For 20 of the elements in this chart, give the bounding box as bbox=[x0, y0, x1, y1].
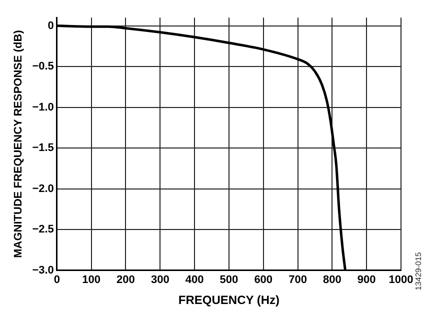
y-tick-label: −1.0 bbox=[32, 101, 54, 114]
x-tick-label: 800 bbox=[323, 274, 342, 286]
y-tick-label: −0.5 bbox=[32, 60, 54, 73]
x-tick-label: 300 bbox=[150, 274, 170, 286]
x-tick-label: 500 bbox=[220, 274, 238, 286]
x-tick-label: 700 bbox=[288, 274, 307, 286]
x-axis-title: FREQUENCY (Hz) bbox=[178, 293, 280, 308]
x-tick-label: 400 bbox=[185, 274, 204, 286]
y-tick-label: −2.5 bbox=[32, 224, 54, 236]
y-tick-label: 0 bbox=[48, 20, 54, 32]
x-tick-label: 900 bbox=[357, 274, 376, 286]
x-tick-label: 600 bbox=[254, 274, 273, 286]
y-tick-label: −2.0 bbox=[32, 182, 54, 195]
x-tick-label: 200 bbox=[116, 274, 135, 286]
y-tick-label: −3.0 bbox=[32, 264, 54, 276]
y-axis-title: MAGNITUDE FREQUENCY RESPONSE (dB) bbox=[12, 30, 25, 258]
text: 13429-015 bbox=[414, 252, 423, 290]
y-tick-label: −1.5 bbox=[32, 142, 54, 154]
x-tick-label: 100 bbox=[82, 274, 101, 286]
x-tick-label: 1000 bbox=[388, 274, 414, 286]
